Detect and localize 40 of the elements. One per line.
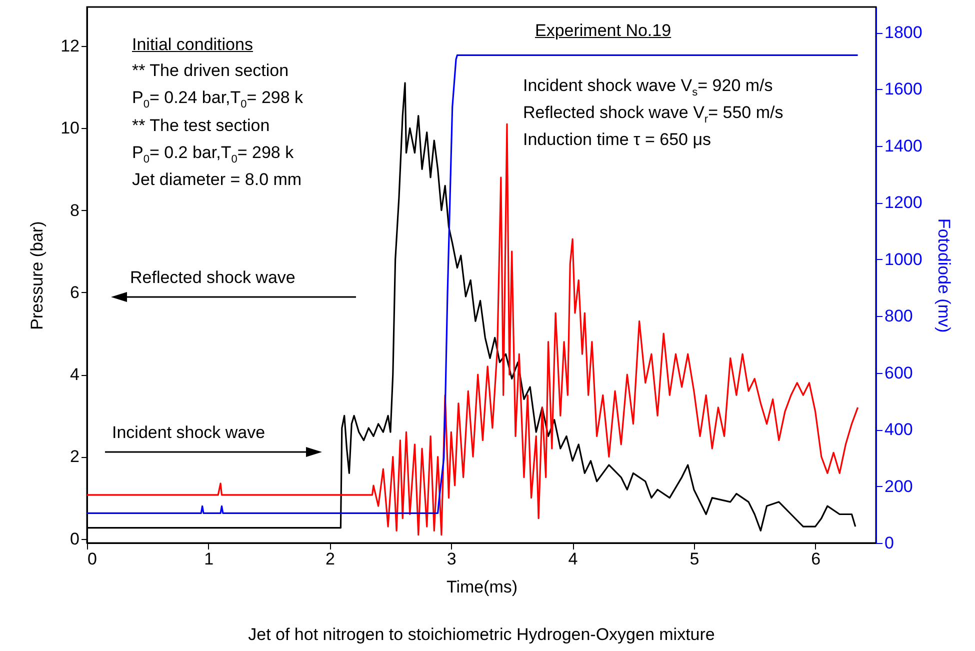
x-tick-label: 2 — [326, 550, 336, 568]
annotation: P$_{0}$= 0.2 bar,T$_{0}$= 298 k — [132, 143, 294, 166]
annotation: Incident shock wave V$_{s}$= 920 m/s — [523, 76, 773, 98]
x-axis-title: Time(ms) — [446, 578, 518, 596]
text: Jet of hot nitrogen to stoichiometric Hydrogen-Oxygen mixture — [247, 625, 716, 644]
y2-tick-label: 200 — [884, 476, 913, 496]
y-tick-label: 12 — [60, 36, 80, 56]
y-tick-label: 4 — [70, 365, 80, 384]
annotation: Reflected shock wave V$_{r}$= 550 m/s — [523, 103, 784, 126]
y2-tick-label: 1800 — [884, 23, 922, 42]
y-tick-label: 8 — [70, 200, 80, 220]
y2-tick-label: 1400 — [884, 136, 922, 156]
annotation: ** The driven section — [132, 61, 289, 80]
y-tick-label: 6 — [70, 282, 80, 302]
y2-tick-label: 1200 — [884, 193, 922, 212]
y-tick-label: 0 — [70, 529, 80, 548]
x-tick-label: 5 — [690, 550, 700, 568]
annotation: Reflected shock wave — [130, 268, 296, 287]
x-tick-label: 6 — [811, 550, 821, 568]
annotation: Experiment No.19 — [535, 21, 672, 40]
x-tick-label: 3 — [446, 550, 456, 568]
annotation: ** The test section — [132, 116, 270, 135]
x-tick-label: 1 — [204, 550, 214, 568]
annotation: Incident shock wave — [112, 423, 266, 442]
y2-tick-label: 0 — [884, 534, 894, 552]
y2-tick-label: 400 — [884, 420, 913, 440]
y-tick-label: 2 — [70, 447, 80, 466]
y2-tick-label: 800 — [884, 306, 913, 326]
y2-tick-label: 600 — [884, 363, 913, 382]
y2-tick-label: 1600 — [884, 80, 922, 99]
y2-tick-label: 1000 — [884, 250, 922, 269]
y-axis-title: Pressure (bar) — [28, 221, 47, 330]
y-tick-label: 10 — [60, 118, 80, 138]
annotation: Induction time τ = 650 μs — [523, 130, 712, 149]
annotation: P$_{0}$= 0.24 bar,T$_{0}$= 298 k — [132, 88, 304, 110]
y2-axis-title: Fotodiode (mv) — [934, 218, 954, 333]
x-tick-label: 0 — [88, 550, 97, 568]
annotation: Initial conditions — [132, 35, 253, 54]
annotation: Jet diameter = 8.0 mm — [132, 170, 302, 189]
x-tick-label: 4 — [568, 550, 578, 568]
